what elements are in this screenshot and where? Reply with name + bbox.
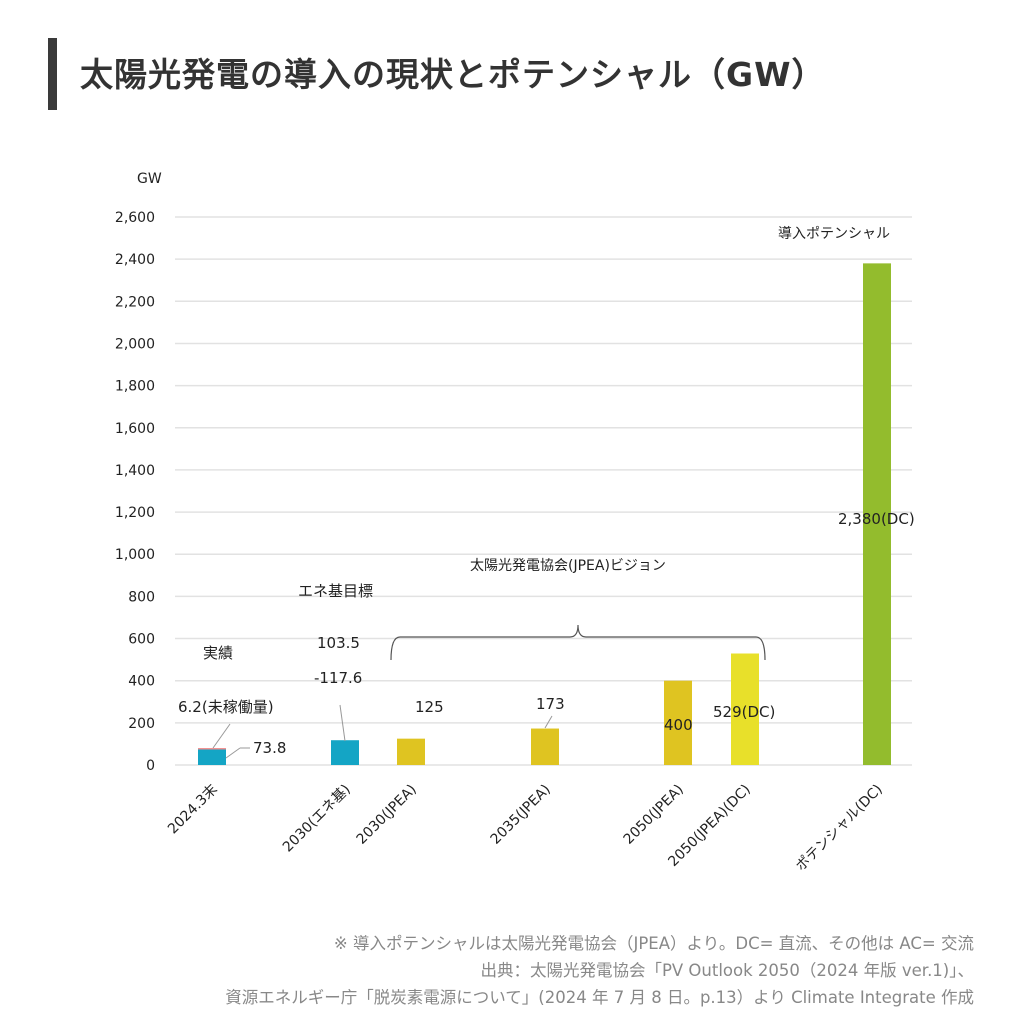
footnote-2: 出典：太陽光発電協会「PV Outlook 2050（2024 年版 ver.1… <box>480 961 974 980</box>
label-unused: 6.2(未稼働量) <box>178 698 274 716</box>
label-energy-plan-group: エネ基目標 <box>298 582 373 600</box>
bar <box>863 263 891 765</box>
y-tick-label: 1,000 <box>115 547 155 563</box>
leader-line-actual <box>225 747 241 759</box>
x-tick-label: 2030(JPEA) <box>354 782 420 848</box>
leader-line-energy-plan <box>339 704 346 742</box>
y-tick-label: 1,600 <box>115 421 155 437</box>
bar <box>731 653 759 765</box>
y-tick-label: 800 <box>128 589 155 605</box>
label-potential: 2,380(DC) <box>838 510 915 528</box>
y-tick-label: 1,200 <box>115 505 155 521</box>
label-actual: 73.8 <box>253 739 286 757</box>
y-tick-label: 400 <box>128 674 155 690</box>
gridlines <box>175 216 912 766</box>
label-energy-plan-high: -117.6 <box>314 669 362 687</box>
x-axis-labels: 2024.3末 2030(エネ基) 2030(JPEA) 2035(JPEA) 2050… <box>165 781 886 875</box>
y-tick-label: 600 <box>128 632 155 648</box>
y-axis-label: GW <box>137 171 162 187</box>
bar <box>664 680 692 765</box>
label-jpea-group: 太陽光発電協会(JPEA)ビジョン <box>470 558 666 574</box>
label-jpea-2030: 125 <box>415 698 444 716</box>
jpea-brace <box>390 624 766 661</box>
y-tick-label: 2,200 <box>115 294 155 310</box>
y-tick-label: 0 <box>146 758 155 774</box>
x-tick-label: 2030(エネ基) <box>279 781 354 856</box>
label-actual-group: 実績 <box>203 644 233 662</box>
footnote-1: ※ 導入ポテンシャルは太陽光発電協会（JPEA）より。DC= 直流、その他は A… <box>333 934 974 953</box>
bar-segment <box>198 748 226 750</box>
leader-line-unused <box>212 723 231 749</box>
y-axis-ticks: 0 200 400 600 800 1,000 1,200 1,400 1,600 1,800 2,… <box>115 210 155 774</box>
bar-segment <box>198 749 226 765</box>
y-tick-label: 2,400 <box>115 252 155 268</box>
y-tick-label: 1,400 <box>115 463 155 479</box>
bars <box>198 263 891 765</box>
leader-line-2035 <box>544 715 553 729</box>
x-tick-label: ポテンシャル(DC) <box>793 782 886 875</box>
y-tick-label: 1,800 <box>115 379 155 395</box>
footnotes: ※ 導入ポテンシャルは太陽光発電協会（JPEA）より。DC= 直流、その他は A… <box>225 930 974 1011</box>
label-jpea-2050: 400 <box>664 716 693 734</box>
title-accent-bar <box>48 38 57 110</box>
label-jpea-2050-dc: 529(DC) <box>713 703 775 721</box>
y-tick-label: 2,000 <box>115 336 155 352</box>
y-tick-label: 200 <box>128 716 155 732</box>
label-energy-plan-low: 103.5 <box>317 634 360 652</box>
label-jpea-2035: 173 <box>536 695 565 713</box>
x-tick-label: 2024.3末 <box>165 782 221 838</box>
y-tick-label: 2,600 <box>115 210 155 226</box>
page-title: 太陽光発電の導入の現状とポテンシャル（GW） <box>80 55 826 94</box>
bar <box>531 728 559 765</box>
x-tick-label: 2035(JPEA) <box>488 782 554 848</box>
x-tick-label: 2050(JPEA) <box>621 782 687 848</box>
label-potential-group: 導入ポテンシャル <box>778 226 890 242</box>
bar <box>331 740 359 765</box>
footnote-3: 資源エネルギー庁「脱炭素電源について」(2024 年 7 月 8 日。p.13）… <box>225 988 974 1007</box>
bar <box>397 738 425 765</box>
